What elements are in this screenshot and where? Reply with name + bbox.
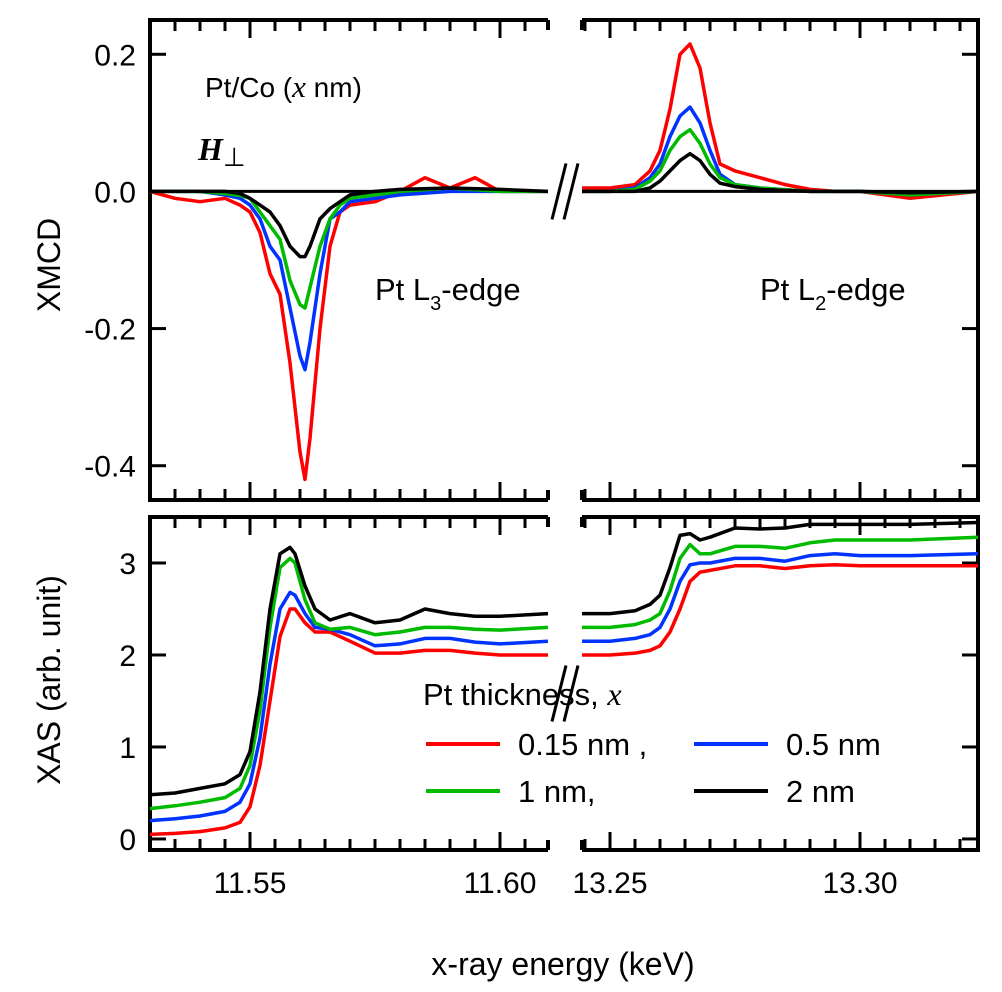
l2-edge-subscript: 2 [815, 293, 826, 315]
l2-edge-label: Pt L2-edge [760, 272, 906, 315]
x-tick-label: 11.60 [464, 867, 537, 900]
axis-break-mark [562, 665, 580, 722]
series-line-1nm [582, 535, 979, 630]
axis-break-mark [550, 665, 568, 722]
x-tick-label: 11.55 [214, 867, 287, 900]
field-symbol: H [197, 131, 224, 167]
x-tick-label: 13.25 [572, 867, 647, 900]
series-line-0.15nm [582, 563, 978, 657]
y-tick-label: 0.2 [94, 39, 136, 72]
legend-label-0.5nm: 0.5 nm [786, 727, 881, 762]
legend-label-1nm: 1 nm, [518, 774, 596, 809]
y-tick-label: 1 [119, 732, 136, 765]
y-axis-title-xas: XAS (arb. unit) [31, 575, 67, 785]
series-line-0.5nm [149, 590, 549, 823]
series-line-1nm [149, 556, 549, 811]
sample-annotation: Pt/Co (x nm) [205, 69, 362, 104]
xmcd-panel [149, 42, 979, 482]
legend-label-0.15nm: 0.15 nm , [518, 727, 647, 762]
y-tick-label: 0 [119, 824, 136, 857]
field-subscript: ⊥ [223, 143, 246, 173]
y-tick-label: 2 [119, 640, 136, 673]
series-line-2nm [582, 520, 979, 616]
series-line-1nm [582, 127, 979, 197]
y-tick-label: -0.2 [84, 314, 136, 347]
sample-annotation-suffix: nm) [306, 72, 362, 103]
series-line-0.15nm [582, 42, 979, 201]
legend-title-var: x [606, 676, 621, 712]
series-line-2nm [149, 545, 549, 797]
xas-panel [149, 520, 979, 837]
axis-break-mark [562, 163, 580, 220]
legend: Pt thickness, x 0.15 nm , 0.5 nm 1 nm, 2… [423, 676, 881, 809]
x-tick-label: 13.30 [822, 867, 897, 900]
sample-annotation-prefix: Pt/Co ( [205, 72, 293, 103]
series-line-0.15nm [149, 175, 548, 482]
l3-edge-subscript: 3 [430, 293, 441, 315]
field-annotation: H⊥ [197, 131, 246, 173]
y-tick-label: 0.0 [94, 176, 136, 209]
y-axis-title-xmcd: XMCD [31, 218, 67, 312]
axis-break-mark [550, 163, 568, 220]
legend-title: Pt thickness, x [423, 676, 622, 712]
series-line-0.15nm [149, 607, 548, 837]
series-line-2nm [582, 151, 979, 195]
x-axis-title: x-ray energy (keV) [431, 946, 694, 982]
legend-label-2nm: 2 nm [786, 774, 855, 809]
l3-edge-prefix: Pt L [375, 272, 430, 307]
series-line-0.5nm [150, 189, 548, 372]
l2-edge-prefix: Pt L [760, 272, 815, 307]
y-tick-label: -0.4 [84, 451, 136, 484]
legend-title-text: Pt thickness, [423, 677, 607, 712]
series-line-0.5nm [582, 552, 979, 643]
y-tick-label: 3 [119, 548, 136, 581]
l3-edge-suffix: -edge [441, 272, 520, 307]
l3-edge-label: Pt L3-edge [375, 272, 521, 315]
l2-edge-suffix: -edge [826, 272, 905, 307]
series-line-2nm [150, 186, 549, 259]
sample-annotation-var: x [291, 69, 306, 104]
